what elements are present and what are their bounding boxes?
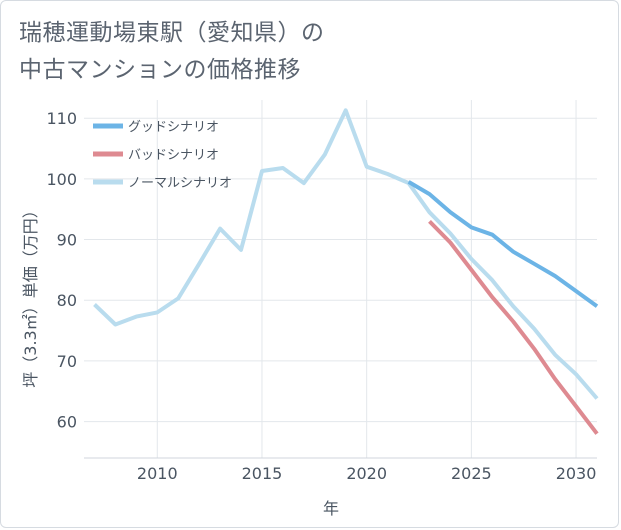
series-line-2 (93, 108, 599, 400)
chart-title: 瑞穂運動場東駅（愛知県）の 中古マンションの価格推移 (19, 15, 599, 89)
series-line-1 (428, 219, 599, 435)
legend-label-1: バッドシナリオ (128, 148, 219, 163)
axis-ticks: 60 70 80 90 100 110 2010 2015 2020 2025 2030 (46, 109, 596, 483)
series-line-0 (407, 180, 599, 308)
y-tick-label-60: 60 (57, 413, 77, 432)
series-lines (93, 108, 599, 435)
y-tick-label-80: 80 (57, 291, 77, 310)
x-tick-label-2010: 2010 (137, 464, 178, 483)
x-tick-label-2020: 2020 (346, 464, 387, 483)
x-tick-label-2015: 2015 (242, 464, 283, 483)
chart-title-line-2: 中古マンションの価格推移 (19, 57, 301, 83)
grid-lines (84, 100, 597, 459)
y-tick-label-100: 100 (46, 170, 77, 189)
y-axis-title: 坪（3.3㎡）単価（万円） (21, 202, 40, 387)
chart-title-line-1: 瑞穂運動場東駅（愛知県）の (19, 20, 325, 46)
x-tick-label-2030: 2030 (556, 464, 597, 483)
x-tick-label-2025: 2025 (451, 464, 492, 483)
x-axis-title: 年 (323, 499, 339, 518)
legend-label-2: ノーマルシナリオ (128, 176, 232, 191)
y-tick-label-110: 110 (46, 109, 77, 128)
y-tick-label-90: 90 (57, 231, 77, 250)
legend-label-0: グッドシナリオ (128, 120, 219, 135)
y-tick-label-70: 70 (57, 352, 77, 371)
